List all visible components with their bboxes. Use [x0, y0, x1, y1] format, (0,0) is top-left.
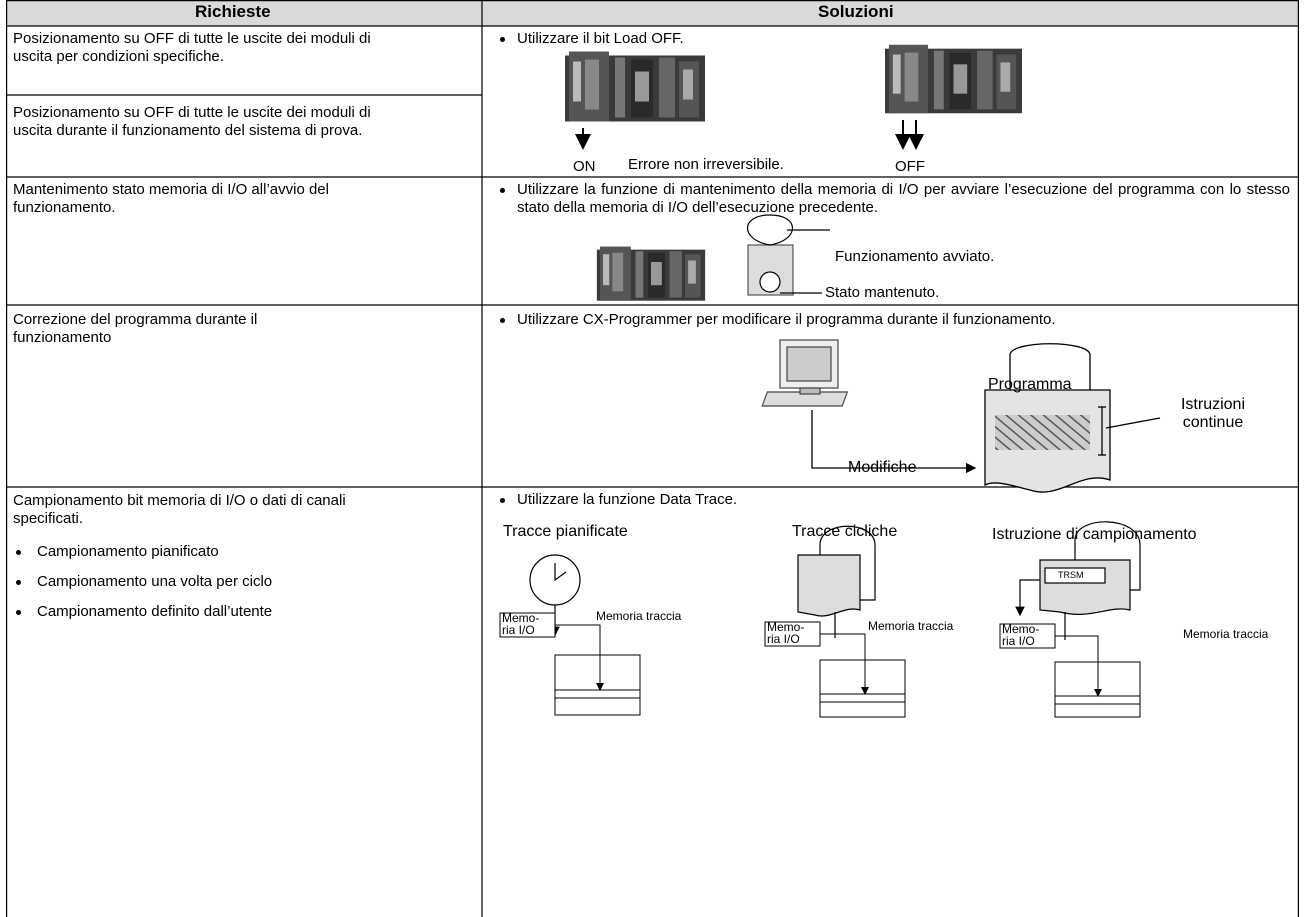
solution-text: Utilizzare la funzione di mantenimento d… [517, 181, 1290, 216]
memory-label: Memo- [502, 611, 540, 625]
panel-title: Tracce cicliche [792, 523, 898, 540]
solution-text: Utilizzare CX-Programmer per modificare … [517, 311, 1056, 328]
figure-label: Programma [988, 376, 1072, 393]
figure-label: OFF [895, 158, 925, 175]
panel-title: Istruzione di campionamento [992, 526, 1197, 543]
figure-label: Errore non irreversibile. [628, 156, 784, 173]
request-item: Campionamento definito dall’utente [37, 603, 273, 620]
header-cell: Soluzioni [818, 2, 894, 21]
bullet [500, 188, 505, 193]
memory-label: ria I/O [767, 632, 800, 646]
solution-text: Utilizzare la funzione Data Trace. [517, 491, 738, 508]
trace-label: Memoria traccia [596, 609, 682, 623]
figure-label: ON [573, 158, 596, 175]
request-item: Campionamento pianificato [37, 543, 219, 560]
bullet [500, 498, 505, 503]
instruction-label: TRSM [1058, 570, 1084, 580]
request-item: Campionamento una volta per ciclo [37, 573, 273, 590]
bullet [500, 37, 505, 42]
figure-label: Stato mantenuto. [825, 284, 940, 301]
trace-label: Memoria traccia [868, 619, 954, 633]
memory-label: ria I/O [1002, 634, 1035, 648]
memory-label: Memo- [767, 620, 805, 634]
memory-label: ria I/O [502, 623, 535, 637]
request-text: Posizionamento su OFF di tutte le uscite… [13, 104, 371, 139]
bullet [16, 610, 21, 615]
memory-label: Memo- [1002, 622, 1040, 636]
request-text: Correzione del programma durante il funz… [13, 311, 258, 346]
request-text: Mantenimento stato memoria di I/O all’av… [13, 181, 329, 216]
request-text: Campionamento bit memoria di I/O o dati … [13, 492, 346, 527]
figure-label: Funzionamento avviato. [835, 248, 995, 265]
bullet [16, 580, 21, 585]
figure-label: Modifiche [848, 459, 917, 476]
panel-title: Tracce pianificate [503, 523, 628, 540]
bullet [16, 550, 21, 555]
bullet [500, 318, 505, 323]
solution-text: Utilizzare il bit Load OFF. [517, 30, 684, 47]
header-cell: Richieste [195, 2, 271, 21]
trace-label: Memoria traccia [1183, 627, 1269, 641]
figure-label: Istruzioni continue [1180, 396, 1246, 431]
request-text: Posizionamento su OFF di tutte le uscite… [13, 30, 371, 65]
